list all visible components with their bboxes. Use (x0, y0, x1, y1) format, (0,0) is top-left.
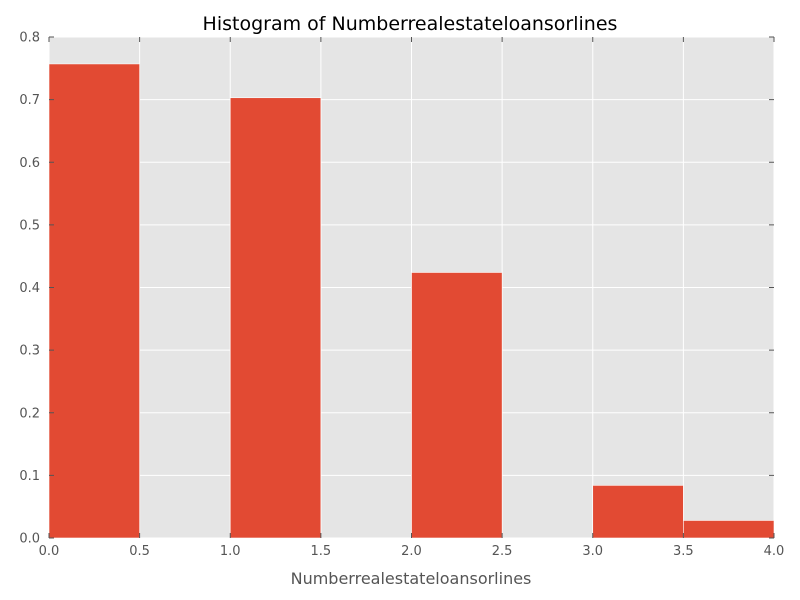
x-tick-label: 0.0 (39, 544, 60, 559)
chart-title: Histogram of Numberrealestateloansorline… (203, 13, 618, 35)
histogram-bar (411, 272, 503, 539)
y-tick-label: 0.0 (19, 532, 40, 547)
y-tick-label: 0.3 (19, 344, 40, 359)
histogram-bar (229, 97, 322, 539)
x-tick-label: 1.5 (311, 544, 332, 559)
y-tick-label: 0.2 (19, 406, 40, 421)
x-tick-label: 4.0 (764, 544, 785, 559)
x-tick-label: 3.0 (582, 544, 603, 559)
histogram-bar (592, 485, 684, 539)
y-tick-labels: 0.0 0.1 0.2 0.3 0.4 0.5 0.6 0.7 0.8 (19, 31, 40, 547)
x-tick-label: 1.0 (220, 544, 241, 559)
y-tick-label: 0.5 (19, 218, 40, 233)
x-tick-label: 2.0 (401, 544, 422, 559)
bars (48, 63, 775, 539)
histogram-bar (48, 63, 140, 539)
histogram-bar (683, 520, 775, 539)
y-tick-label: 0.7 (19, 93, 40, 108)
y-tick-label: 0.6 (19, 156, 40, 171)
y-tick-label: 0.1 (19, 469, 40, 484)
y-tick-label: 0.4 (19, 281, 40, 296)
x-tick-labels: 0.0 0.5 1.0 1.5 2.0 2.5 3.0 3.5 4.0 (39, 544, 785, 559)
tick-marks (48, 36, 775, 539)
x-axis-label: Numberrealestateloansorlines (291, 569, 532, 588)
x-tick-label: 2.5 (492, 544, 513, 559)
y-tick-label: 0.8 (19, 31, 40, 46)
x-tick-label: 3.5 (673, 544, 694, 559)
x-tick-label: 0.5 (129, 544, 150, 559)
